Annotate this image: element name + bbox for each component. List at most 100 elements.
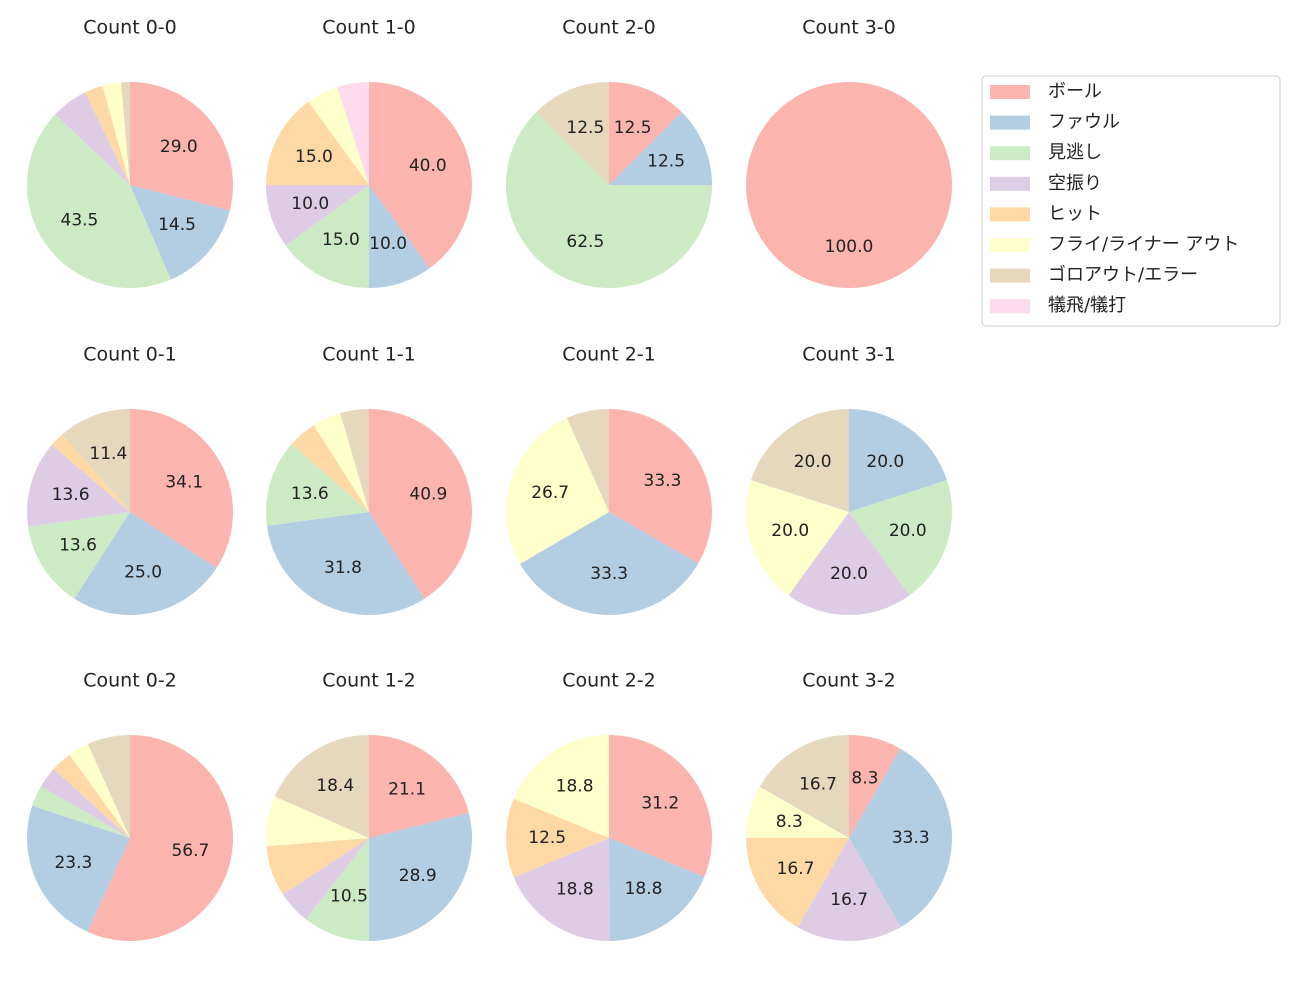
slice-label: 13.6 <box>52 485 90 505</box>
pie-slice <box>340 409 369 512</box>
pie-slice <box>337 82 369 185</box>
pie-slice <box>609 82 682 185</box>
slice-label: 16.7 <box>777 859 815 879</box>
pie-slice <box>282 838 369 920</box>
slice-label: 12.5 <box>647 151 685 171</box>
subplot-title: Count 2-0 <box>562 17 656 39</box>
pie-slice <box>849 480 952 596</box>
slice-label: 10.5 <box>330 886 368 906</box>
slice-label: 12.5 <box>528 828 566 848</box>
slice-label: 20.0 <box>866 452 904 472</box>
pie-slice <box>609 112 712 185</box>
pie-slice <box>513 838 610 941</box>
slice-label: 31.8 <box>324 558 362 578</box>
legend-swatch <box>990 238 1030 252</box>
pie-slice <box>274 735 369 838</box>
legend-label: ゴロアウト/エラー <box>1048 265 1198 286</box>
subplot-title: Count 1-0 <box>322 17 416 39</box>
pie-slice <box>130 185 230 280</box>
pie-slice <box>369 735 469 838</box>
legend-swatch <box>990 85 1030 99</box>
slice-label: 18.8 <box>556 879 594 899</box>
subplot-title: Count 3-1 <box>802 344 896 366</box>
slice-label: 43.5 <box>61 211 99 231</box>
pie-slice <box>369 409 473 599</box>
slice-label: 34.1 <box>165 472 203 492</box>
pie-slice <box>27 114 171 289</box>
slice-label: 40.9 <box>409 485 447 505</box>
pie-slice <box>369 185 430 288</box>
slice-label: 16.7 <box>830 890 868 910</box>
slice-label: 15.0 <box>322 230 360 250</box>
pie-slice <box>536 82 609 185</box>
legend-label: 見逃し <box>1048 142 1102 163</box>
pie-slice <box>849 409 947 512</box>
slice-label: 13.6 <box>291 484 329 504</box>
slice-label: 28.9 <box>399 866 437 886</box>
slice-label: 40.0 <box>409 156 447 176</box>
pie-slice <box>84 85 130 185</box>
pie-slice <box>751 409 849 512</box>
legend-label: 空振り <box>1048 173 1102 194</box>
pie-slice <box>308 87 369 185</box>
pie-slice <box>27 805 131 932</box>
pie-slice <box>609 735 712 877</box>
subplot-title: Count 1-1 <box>322 344 416 366</box>
legend-label: ボール <box>1048 81 1102 102</box>
pie-slice <box>130 409 233 568</box>
slice-label: 33.3 <box>644 471 682 491</box>
subplot-title: Count 0-2 <box>83 670 177 692</box>
pie-slice <box>120 82 130 185</box>
legend-swatch <box>990 207 1030 222</box>
pie-slice <box>32 786 130 838</box>
pie-slice <box>62 409 130 512</box>
pie-slice <box>506 112 712 288</box>
slice-label: 12.5 <box>566 118 604 138</box>
subplot-title: Count 2-1 <box>562 344 656 366</box>
legend-swatch <box>990 176 1030 191</box>
slice-label: 8.3 <box>776 812 803 832</box>
subplot-title: Count 3-2 <box>802 670 896 692</box>
slice-label: 29.0 <box>160 137 198 157</box>
pie-slice <box>609 409 712 564</box>
legend-label: ファウル <box>1048 112 1120 133</box>
slice-label: 18.4 <box>316 776 354 796</box>
slice-label: 20.0 <box>771 521 809 541</box>
pie-slice <box>266 444 369 526</box>
pie-slice <box>54 92 131 185</box>
pie-slice <box>788 512 910 615</box>
slice-label: 20.0 <box>794 452 832 472</box>
legend-swatch <box>990 146 1030 161</box>
slice-label: 18.8 <box>556 777 594 797</box>
slice-label: 8.3 <box>851 768 878 788</box>
slice-label: 11.4 <box>89 444 127 464</box>
pie-slice <box>369 82 472 269</box>
slice-label: 100.0 <box>825 237 874 257</box>
pie-slice <box>505 798 609 878</box>
pie-slice <box>266 796 369 847</box>
slice-label: 33.3 <box>892 828 930 848</box>
legend-swatch <box>990 115 1030 130</box>
slice-label: 21.1 <box>388 779 426 799</box>
pie-slice <box>797 838 901 942</box>
slice-label: 25.0 <box>124 562 162 582</box>
pie-slice <box>746 480 849 596</box>
slice-label: 13.6 <box>59 535 97 555</box>
slice-label: 18.8 <box>625 879 663 899</box>
subplot-title: Count 2-2 <box>562 670 656 692</box>
pie-slice <box>513 735 609 838</box>
pie-slice <box>266 512 425 615</box>
slice-label: 10.0 <box>291 194 329 214</box>
pie-slice <box>337 87 369 185</box>
pie-slice <box>266 185 369 246</box>
legend-box <box>981 75 1281 327</box>
slice-label: 33.3 <box>590 564 628 584</box>
pie-slice <box>26 444 131 527</box>
legend-label: ヒット <box>1048 203 1102 224</box>
legend-label: フライ/ライナー アウト <box>1048 234 1239 255</box>
pie-slice <box>609 838 705 941</box>
pie-slice <box>506 417 609 564</box>
pie-slice <box>266 101 369 185</box>
pie-slice <box>266 838 369 895</box>
